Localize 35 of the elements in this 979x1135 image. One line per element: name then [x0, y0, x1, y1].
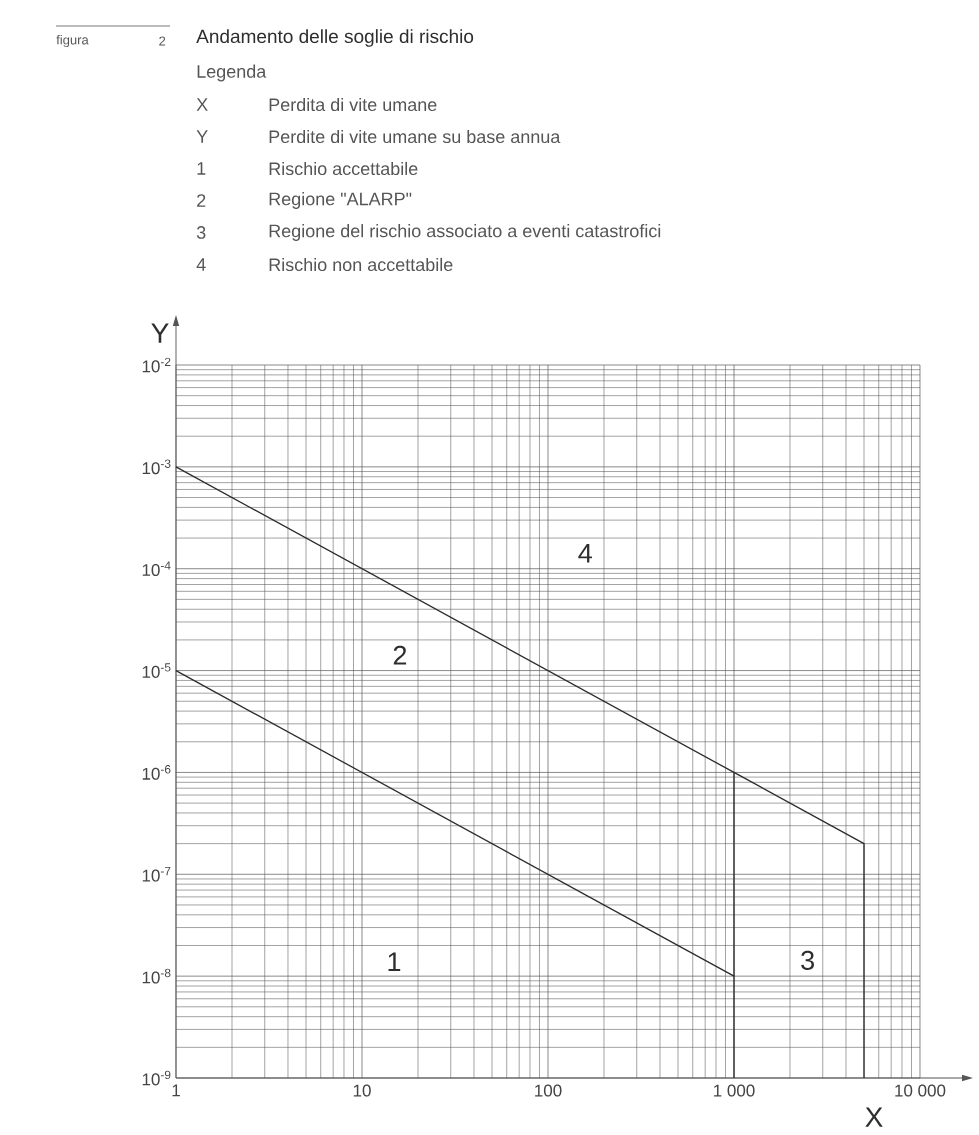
y-tick-label: 10$^{-3}$	[142, 459, 171, 475]
text: 1	[197, 162, 206, 175]
text: Regione del rischio associato a eventi catastrofici	[269, 224, 661, 241]
text: Regione "ALARP"	[269, 192, 412, 209]
text: Perdita di vite umane	[269, 97, 437, 112]
y-tick-label: 10$^{-8}$	[142, 968, 171, 984]
text: 2	[159, 36, 166, 46]
annotation: 1	[388, 952, 401, 972]
x-tick-label: 1 000	[714, 1084, 755, 1097]
text: 3	[196, 226, 206, 239]
y-tick-label: 10$^{-4}$	[142, 561, 171, 577]
y-tick-label: 10$^{-6}$	[142, 765, 171, 780]
x-axis-title: X	[865, 1107, 883, 1127]
text: X	[196, 98, 208, 111]
x-tick-label: 10	[353, 1084, 371, 1097]
annotation: 2	[393, 645, 407, 665]
text: Rischio non accettabile	[269, 257, 453, 272]
text: Rischio accettabile	[269, 161, 418, 176]
text: Perdite di vite umane su base annua	[269, 129, 561, 144]
y-tick-label: 10$^{-2}$	[142, 357, 171, 373]
chart-title: Andamento delle soglie di rischio	[196, 29, 474, 47]
x-tick-label: 1	[172, 1084, 180, 1097]
text: Y	[196, 130, 208, 143]
text: figura	[56, 34, 89, 48]
x-tick-label: 10 000	[895, 1084, 946, 1097]
text: 2	[197, 194, 206, 207]
text: Legenda	[197, 64, 267, 82]
x-tick-label: 100	[535, 1084, 562, 1097]
annotation: 4	[578, 543, 592, 563]
annotation: 3	[801, 950, 814, 970]
y-tick-label: 10$^{-5}$	[142, 663, 171, 678]
y-axis-title: Y	[151, 323, 169, 343]
y-tick-label: 10$^{-7}$	[142, 866, 171, 882]
y-tick-label: 10$^{-9}$	[142, 1070, 171, 1086]
text: 4	[196, 258, 206, 271]
